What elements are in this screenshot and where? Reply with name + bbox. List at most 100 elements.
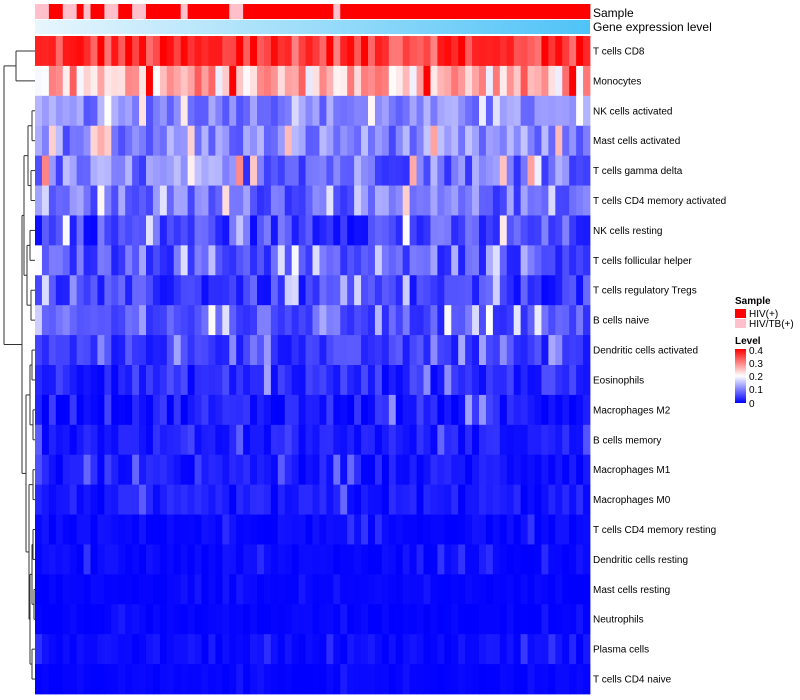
cell-r9-c76 xyxy=(562,305,570,336)
cell-r12-c40 xyxy=(312,394,320,426)
cell-r11-c65 xyxy=(485,365,494,396)
cell-r15-c10 xyxy=(104,484,112,515)
cell-r3-c40 xyxy=(312,125,320,157)
cell-r11-c39 xyxy=(305,365,313,396)
cell-r7-c54 xyxy=(409,245,417,276)
cell-r19-c1 xyxy=(41,604,50,635)
row-label-8: T cells regulatory Tregs xyxy=(593,286,697,297)
cell-r8-c40 xyxy=(312,275,320,306)
cell-r9-c52 xyxy=(395,305,404,336)
cell-r16-c39 xyxy=(305,514,313,545)
cell-r14-c4 xyxy=(62,454,71,486)
cell-r15-c9 xyxy=(97,484,105,515)
cell-r11-c33 xyxy=(263,365,272,396)
cell-r18-c41 xyxy=(319,574,327,605)
cell-r14-c57 xyxy=(430,454,438,486)
cell-r15-c30 xyxy=(243,484,251,515)
cell-r10-c42 xyxy=(326,335,334,366)
cell-r3-c61 xyxy=(458,125,466,157)
cell-r2-c55 xyxy=(416,95,424,127)
cell-r5-c19 xyxy=(166,185,175,216)
cell-r5-c3 xyxy=(55,185,64,216)
cell-r20-c50 xyxy=(381,634,390,665)
cell-r4-c15 xyxy=(139,155,147,186)
expression-annotation-bar xyxy=(35,20,590,34)
cell-r17-c76 xyxy=(562,544,570,575)
sample-cell-78 xyxy=(576,4,584,19)
cell-r6-c47 xyxy=(361,215,369,246)
cell-r7-c41 xyxy=(319,245,327,276)
cell-r10-c43 xyxy=(333,335,341,366)
cell-r21-c31 xyxy=(250,664,258,695)
cell-r4-c3 xyxy=(55,155,64,186)
cell-r21-c65 xyxy=(485,664,494,695)
cell-r21-c41 xyxy=(319,664,327,695)
cell-r11-c51 xyxy=(388,365,397,396)
cell-r0-c67 xyxy=(499,36,508,67)
cell-r2-c68 xyxy=(506,95,515,127)
cell-r9-c33 xyxy=(263,305,272,336)
cell-r21-c58 xyxy=(437,664,445,695)
cell-r4-c66 xyxy=(492,155,501,186)
cell-r19-c39 xyxy=(305,604,313,635)
cell-r8-c71 xyxy=(527,275,535,306)
cell-r8-c13 xyxy=(125,275,133,306)
cell-r4-c33 xyxy=(263,155,272,186)
cell-r6-c9 xyxy=(97,215,105,246)
cell-r1-c13 xyxy=(125,65,133,97)
cell-r17-c67 xyxy=(499,544,508,575)
cell-r11-c44 xyxy=(340,365,348,396)
cell-r9-c35 xyxy=(277,305,286,336)
cell-r20-c14 xyxy=(132,634,140,665)
cell-r20-c0 xyxy=(35,634,43,665)
cell-r1-c33 xyxy=(263,65,272,97)
cell-r18-c15 xyxy=(139,574,147,605)
cell-r6-c63 xyxy=(472,215,480,246)
cell-r13-c25 xyxy=(208,424,216,456)
cell-r9-c4 xyxy=(62,305,71,336)
sample-cell-6 xyxy=(76,4,84,19)
cell-r8-c35 xyxy=(277,275,286,306)
row-label-5: T cells CD4 memory activated xyxy=(593,196,726,207)
cell-r21-c74 xyxy=(548,664,556,695)
cell-r9-c38 xyxy=(298,305,306,336)
cell-r17-c12 xyxy=(118,544,126,575)
cell-r0-c52 xyxy=(395,36,404,67)
cell-r20-c22 xyxy=(187,634,195,665)
cell-r20-c59 xyxy=(444,634,452,665)
cell-r21-c70 xyxy=(520,664,528,695)
cell-r17-c53 xyxy=(402,544,411,575)
cell-r20-c43 xyxy=(333,634,341,665)
cell-r15-c15 xyxy=(139,484,147,515)
cell-r2-c1 xyxy=(41,95,50,127)
sample-cell-52 xyxy=(395,4,404,19)
cell-r6-c49 xyxy=(374,215,383,246)
cell-r19-c40 xyxy=(312,604,320,635)
cell-r4-c16 xyxy=(146,155,154,186)
cell-r10-c66 xyxy=(492,335,501,366)
sample-cell-48 xyxy=(368,4,376,19)
cell-r10-c33 xyxy=(263,335,272,366)
cell-r8-c63 xyxy=(472,275,480,306)
cell-r6-c68 xyxy=(506,215,515,246)
cell-r12-c0 xyxy=(35,394,43,426)
row-label-15: Macrophages M0 xyxy=(593,495,671,506)
cell-r14-c67 xyxy=(499,454,508,486)
cell-r19-c37 xyxy=(291,604,300,635)
cell-r16-c71 xyxy=(527,514,535,545)
cell-r20-c62 xyxy=(465,634,473,665)
cell-r10-c71 xyxy=(527,335,535,366)
cell-r14-c51 xyxy=(388,454,397,486)
cell-r16-c53 xyxy=(402,514,411,545)
cell-r14-c60 xyxy=(451,454,459,486)
cell-r8-c76 xyxy=(562,275,570,306)
cell-r8-c43 xyxy=(333,275,341,306)
cell-r1-c55 xyxy=(416,65,424,97)
cell-r9-c51 xyxy=(388,305,397,336)
cell-r5-c70 xyxy=(520,185,528,216)
cell-r16-c19 xyxy=(166,514,175,545)
cell-r18-c28 xyxy=(229,574,237,605)
cell-r13-c58 xyxy=(437,424,445,456)
cell-r13-c16 xyxy=(146,424,154,456)
cell-r19-c36 xyxy=(284,604,293,635)
